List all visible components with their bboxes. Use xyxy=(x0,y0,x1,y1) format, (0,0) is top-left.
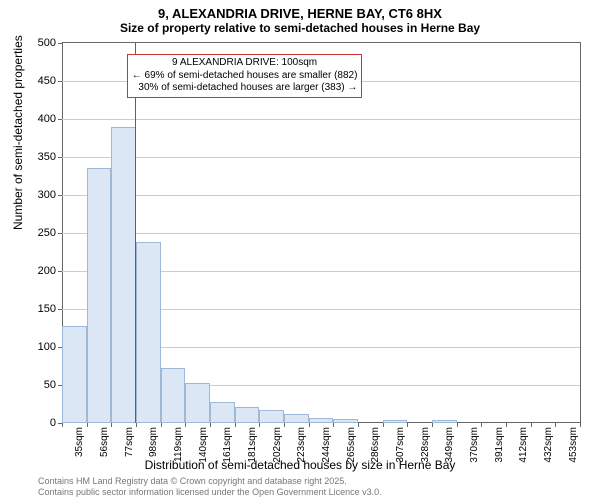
histogram-bar xyxy=(210,402,235,423)
reference-line xyxy=(135,43,136,423)
xtick-mark xyxy=(161,423,162,427)
histogram-bar xyxy=(87,168,112,423)
histogram-bar xyxy=(383,420,408,423)
histogram-bar xyxy=(333,419,358,423)
xtick-label: 119sqm xyxy=(173,427,184,462)
ytick-label: 200 xyxy=(38,265,56,277)
histogram-bar xyxy=(185,383,210,423)
xtick-label: 77sqm xyxy=(124,427,135,457)
footnote: Contains HM Land Registry data © Crown c… xyxy=(38,476,382,498)
histogram-bar xyxy=(136,242,161,423)
ytick-mark xyxy=(58,43,62,44)
ytick-mark xyxy=(58,233,62,234)
xtick-mark xyxy=(309,423,310,427)
footnote-line2: Contains public sector information licen… xyxy=(38,487,382,498)
histogram-bar xyxy=(432,420,457,423)
xtick-mark xyxy=(284,423,285,427)
chart-plot-area: 05010015020025030035040045050035sqm56sqm… xyxy=(62,42,581,423)
ytick-label: 100 xyxy=(38,341,56,353)
chart-title-sub: Size of property relative to semi-detach… xyxy=(0,21,600,39)
gridline xyxy=(62,157,580,158)
histogram-bar xyxy=(62,326,87,423)
chart-title-main: 9, ALEXANDRIA DRIVE, HERNE BAY, CT6 8HX xyxy=(0,0,600,21)
xtick-mark xyxy=(235,423,236,427)
xtick-mark xyxy=(259,423,260,427)
annotation-line1: 9 ALEXANDRIA DRIVE: 100sqm xyxy=(132,57,358,70)
histogram-bar xyxy=(111,127,136,423)
xtick-mark xyxy=(506,423,507,427)
annotation-line2: ← 69% of semi-detached houses are smalle… xyxy=(132,70,358,83)
ytick-mark xyxy=(58,119,62,120)
xtick-mark xyxy=(210,423,211,427)
histogram-bar xyxy=(235,407,260,423)
xtick-mark xyxy=(333,423,334,427)
histogram-bar xyxy=(161,368,186,423)
histogram-bar xyxy=(259,410,284,423)
xtick-mark xyxy=(481,423,482,427)
ytick-label: 400 xyxy=(38,113,56,125)
gridline xyxy=(62,195,580,196)
ytick-label: 150 xyxy=(38,303,56,315)
gridline xyxy=(62,119,580,120)
ytick-mark xyxy=(58,195,62,196)
xtick-mark xyxy=(407,423,408,427)
gridline xyxy=(62,233,580,234)
ytick-label: 50 xyxy=(44,379,56,391)
ytick-label: 300 xyxy=(38,189,56,201)
xtick-mark xyxy=(62,423,63,427)
xtick-mark xyxy=(111,423,112,427)
xtick-mark xyxy=(432,423,433,427)
histogram-bar xyxy=(284,414,309,423)
ytick-label: 500 xyxy=(38,37,56,49)
xtick-mark xyxy=(383,423,384,427)
xtick-mark xyxy=(358,423,359,427)
ytick-mark xyxy=(58,81,62,82)
ytick-mark xyxy=(58,157,62,158)
xtick-label: 56sqm xyxy=(99,427,110,457)
xtick-mark xyxy=(555,423,556,427)
xtick-mark xyxy=(531,423,532,427)
xtick-mark xyxy=(87,423,88,427)
ytick-mark xyxy=(58,309,62,310)
ytick-mark xyxy=(58,271,62,272)
histogram-bar xyxy=(309,418,334,423)
xtick-label: 98sqm xyxy=(148,427,159,457)
x-axis-label: Distribution of semi-detached houses by … xyxy=(0,458,600,472)
annotation-box: 9 ALEXANDRIA DRIVE: 100sqm ← 69% of semi… xyxy=(127,54,363,98)
footnote-line1: Contains HM Land Registry data © Crown c… xyxy=(38,476,382,487)
ytick-label: 0 xyxy=(50,417,56,429)
annotation-line3: 30% of semi-detached houses are larger (… xyxy=(132,82,358,95)
ytick-label: 250 xyxy=(38,227,56,239)
ytick-label: 350 xyxy=(38,151,56,163)
xtick-mark xyxy=(580,423,581,427)
xtick-label: 35sqm xyxy=(74,427,85,457)
ytick-label: 450 xyxy=(38,75,56,87)
xtick-mark xyxy=(457,423,458,427)
xtick-mark xyxy=(185,423,186,427)
y-axis-label: Number of semi-detached properties xyxy=(11,35,25,230)
xtick-mark xyxy=(136,423,137,427)
